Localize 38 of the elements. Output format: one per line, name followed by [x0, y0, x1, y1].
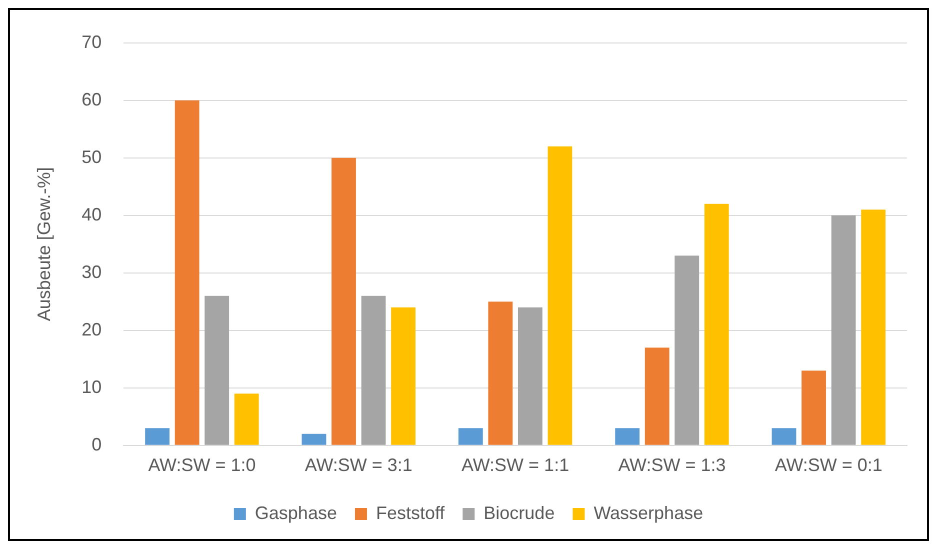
x-tick-label: AW:SW = 1:0 — [148, 455, 256, 476]
x-tick-label: AW:SW = 3:1 — [304, 455, 412, 476]
bar — [704, 204, 729, 445]
bar — [204, 296, 230, 445]
legend-label: Gasphase — [254, 502, 337, 523]
y-tick-label: 70 — [82, 32, 102, 52]
bar — [548, 146, 572, 445]
legend-label: Feststoff — [376, 502, 446, 523]
x-tick-label: AW:SW = 1:1 — [462, 455, 570, 476]
bar — [772, 428, 796, 445]
y-tick-label: 50 — [82, 146, 102, 167]
y-tick-label: 20 — [82, 319, 102, 340]
y-axis-title: Ausbeute [Gew.-%] — [34, 167, 54, 322]
bar — [391, 307, 416, 445]
bar — [458, 428, 483, 445]
bar — [831, 215, 856, 445]
bar — [518, 307, 542, 445]
bar — [332, 158, 356, 445]
bar — [145, 428, 170, 445]
y-tick-label: 0 — [92, 434, 102, 454]
bar — [488, 302, 513, 445]
bar — [174, 100, 200, 445]
bar — [361, 296, 386, 445]
bar — [234, 394, 259, 445]
bar — [644, 348, 670, 445]
bar — [674, 256, 700, 445]
bar — [861, 210, 886, 445]
y-tick-label: 10 — [82, 376, 102, 397]
y-tick-label: 30 — [82, 262, 102, 282]
y-tick-label: 40 — [82, 204, 102, 224]
y-tick-label: 60 — [82, 89, 102, 110]
bar — [615, 428, 640, 445]
legend-label: Wasserphase — [594, 502, 704, 523]
bar — [302, 434, 326, 445]
x-tick-label: AW:SW = 0:1 — [774, 455, 882, 476]
bar — [802, 370, 826, 445]
legend-label: Biocrude — [484, 502, 555, 523]
x-tick-label: AW:SW = 1:3 — [618, 455, 726, 476]
